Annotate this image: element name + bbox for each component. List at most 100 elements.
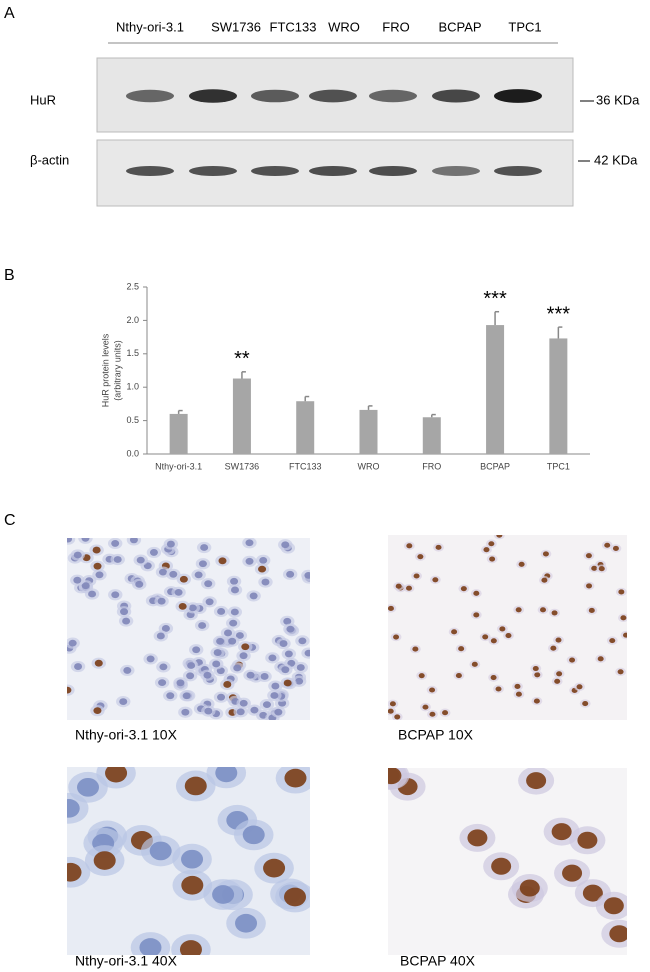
nucleus — [304, 649, 310, 657]
nucleus — [620, 615, 627, 621]
nucleus — [111, 540, 120, 547]
nucleus — [184, 776, 207, 796]
nucleus — [181, 875, 204, 895]
nucleus — [422, 704, 429, 710]
nucleus — [603, 897, 624, 915]
nucleus — [388, 708, 394, 714]
nucleus — [540, 607, 547, 613]
x-tick-label: Nthy-ori-3.1 — [155, 461, 202, 471]
x-tick-label: TPC1 — [547, 461, 570, 471]
nucleus — [93, 851, 116, 870]
nucleus — [122, 617, 131, 625]
nucleus — [393, 634, 400, 640]
row-label: β-actin — [30, 152, 69, 167]
nucleus — [281, 666, 290, 674]
nucleus — [242, 825, 265, 845]
nucleus — [296, 664, 305, 671]
nucleus — [119, 698, 128, 705]
nucleus — [235, 632, 244, 639]
nucleus — [224, 629, 233, 637]
nucleus — [394, 714, 401, 720]
nucleus — [534, 672, 541, 678]
lane-label: SW1736 — [211, 19, 261, 34]
nucleus — [262, 701, 271, 709]
nucleus — [181, 708, 190, 716]
nucleus — [204, 580, 213, 588]
nucleus — [395, 583, 402, 589]
nucleus — [111, 591, 120, 599]
nucleus — [260, 673, 269, 680]
nucleus — [270, 692, 279, 699]
nucleus — [283, 617, 292, 625]
nucleus — [250, 706, 259, 714]
nucleus — [217, 693, 226, 701]
blot-band — [369, 89, 417, 103]
nucleus — [67, 538, 73, 543]
nucleus — [198, 560, 207, 568]
nucleus — [159, 568, 168, 576]
bar — [486, 325, 505, 454]
nucleus — [188, 604, 197, 612]
nucleus — [473, 612, 480, 618]
bar — [296, 401, 315, 454]
nucleus — [569, 657, 576, 663]
cells — [388, 768, 627, 948]
nucleus — [281, 541, 290, 549]
blot-band — [432, 89, 480, 103]
caption: BCPAP 40X — [400, 953, 476, 969]
x-tick-label: FTC133 — [289, 461, 322, 471]
nucleus — [258, 565, 267, 573]
y-axis-label: (arbitrary units) — [112, 340, 122, 401]
nucleus — [179, 575, 188, 583]
nucleus — [458, 646, 465, 652]
nucleus — [442, 710, 449, 716]
nucleus — [259, 556, 268, 564]
nucleus — [582, 701, 589, 707]
nucleus — [482, 634, 489, 640]
nucleus — [187, 662, 196, 669]
x-tick-label: FRO — [422, 461, 441, 471]
nucleus — [192, 646, 201, 654]
nucleus — [412, 646, 419, 652]
nucleus — [120, 608, 129, 616]
nucleus — [73, 576, 82, 584]
nucleus — [556, 671, 563, 677]
nucleus — [554, 678, 561, 684]
cells — [67, 538, 310, 720]
y-tick-label: 1.0 — [126, 382, 139, 392]
nucleus — [471, 661, 478, 667]
size-marker: 36 KDa — [596, 92, 640, 107]
nucleus — [413, 573, 420, 579]
nucleus — [406, 585, 413, 591]
lane-label: WRO — [328, 19, 360, 34]
caption: Nthy-ori-3.1 40X — [75, 953, 178, 969]
nucleus — [582, 884, 603, 902]
nucleus — [518, 561, 525, 567]
nucleus — [68, 639, 77, 647]
cells — [67, 767, 310, 955]
nucleus — [451, 629, 458, 635]
nucleus — [73, 551, 82, 559]
blot-band — [251, 166, 299, 176]
nucleus — [149, 841, 172, 861]
lane-label: FRO — [382, 19, 409, 34]
nucleus — [263, 858, 286, 878]
nucleus — [67, 862, 82, 882]
blot-band — [369, 166, 417, 176]
x-tick-label: BCPAP — [480, 461, 510, 471]
blot-band — [189, 166, 237, 176]
nucleus — [435, 544, 442, 550]
nucleus — [88, 590, 97, 598]
nucleus — [123, 667, 132, 674]
nucleus — [205, 598, 214, 606]
nucleus — [496, 535, 503, 538]
nucleus — [217, 608, 226, 615]
y-tick-label: 2.5 — [126, 281, 139, 291]
nucleus — [236, 708, 245, 716]
nucleus — [489, 556, 496, 562]
nucleus — [94, 659, 103, 667]
nucleus — [235, 913, 258, 933]
nucleus — [283, 679, 292, 687]
nucleus — [467, 829, 488, 847]
nucleus — [139, 938, 162, 955]
